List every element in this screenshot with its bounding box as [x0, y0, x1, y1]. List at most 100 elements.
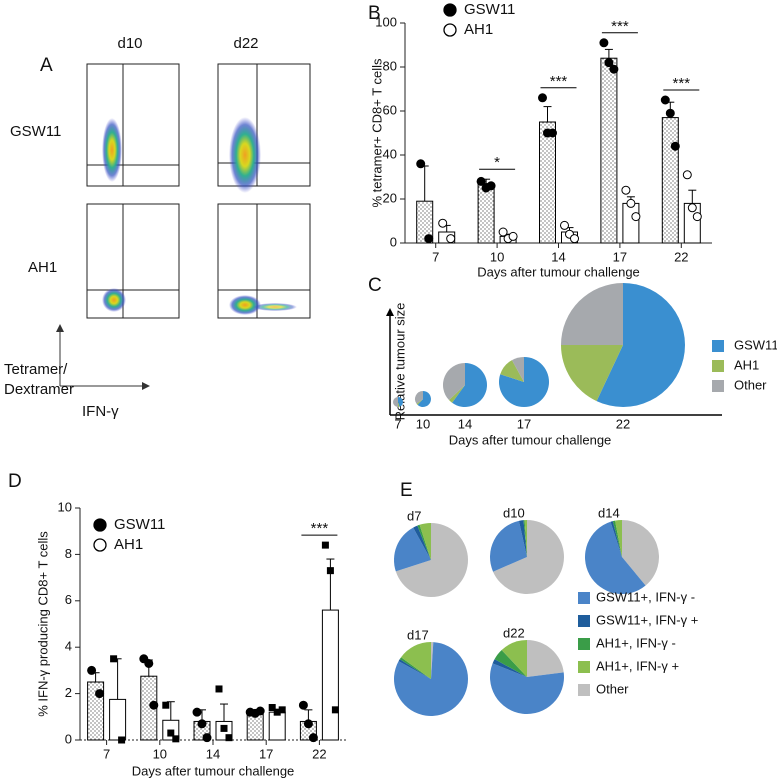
pie-slice: [452, 363, 487, 407]
legend-marker: [443, 23, 457, 37]
data-point: [95, 689, 105, 699]
pie-slice: [398, 659, 431, 679]
data-point: [326, 567, 334, 575]
pie-slice: [393, 397, 398, 407]
arrow-head: [386, 308, 394, 316]
pie-slice: [431, 642, 434, 679]
significance-label: ***: [550, 73, 568, 90]
y-tick-label: 10: [58, 499, 72, 514]
pie-slice: [612, 520, 622, 557]
x-tick-label: 14: [206, 746, 220, 761]
data-point: [225, 734, 233, 742]
legend-label: Other: [596, 681, 629, 696]
pie-slice: [561, 345, 623, 402]
cell-density: [229, 117, 261, 193]
pie-slice: [610, 521, 622, 557]
flow-plot: [86, 63, 180, 187]
data-point: [670, 141, 680, 151]
data-point: [621, 185, 631, 195]
data-point: [215, 685, 223, 693]
data-point: [486, 181, 496, 191]
y-tick-label: 8: [65, 546, 72, 561]
pie-slice: [622, 520, 660, 586]
pie-slice: [527, 640, 564, 677]
data-point: [255, 706, 265, 716]
data-point: [604, 58, 614, 68]
data-point: [172, 735, 180, 743]
data-point: [446, 234, 456, 244]
column-label: d10: [117, 35, 142, 52]
bar-chart: D 0 2 4 6 8 10 % IFN-γ producing CD8+ T cells Da…: [8, 471, 346, 778]
data-point: [416, 159, 426, 169]
y-tick-label: 80: [383, 58, 397, 73]
y-tick-label: 20: [383, 190, 397, 205]
x-tick-label: 10: [490, 249, 504, 264]
legend-label: AH1+, IFN-γ -: [596, 635, 676, 650]
y-axis-label: Tetramer/: [4, 361, 68, 378]
legend-label: AH1: [464, 21, 493, 38]
legend-marker: [443, 3, 457, 17]
pie-slice: [615, 520, 622, 557]
data-point: [548, 128, 557, 138]
panel-label: B: [368, 3, 381, 24]
pie-slice: [394, 527, 431, 572]
flow-plot: [217, 63, 311, 187]
bar: [600, 57, 618, 244]
data-point: [538, 93, 547, 103]
pie-slice: [523, 520, 527, 557]
legend-label: AH1: [114, 536, 143, 553]
pie-slice: [395, 523, 468, 598]
legend-swatch: [578, 638, 590, 650]
pie-charts: Ed7 d10 d14 d17 d22 GSW11+, IFN-γ - GSW11+, IF…: [394, 480, 698, 717]
bar-chart: B 0 20 40 60 80 100 % tetramer+ CD8+ T cells Day…: [368, 1, 712, 279]
data-point: [303, 719, 313, 729]
data-point: [202, 733, 212, 743]
data-point: [476, 176, 486, 186]
data-point: [162, 701, 170, 709]
pie-slice: [401, 642, 431, 679]
data-point: [570, 234, 579, 244]
data-point: [631, 212, 641, 222]
y-tick-label: 0: [65, 731, 72, 746]
data-point: [599, 38, 609, 48]
y-axis-label: % IFN-γ producing CD8+ T cells: [35, 531, 50, 717]
pie-label: d22: [503, 625, 525, 640]
legend-swatch: [578, 661, 590, 673]
pie-slice: [596, 283, 686, 408]
x-tick-label: 22: [674, 249, 688, 264]
data-point: [682, 170, 692, 180]
legend-marker: [93, 538, 107, 552]
pie-slice: [419, 523, 431, 560]
legend-marker: [93, 518, 107, 532]
y-tick-label: 4: [65, 639, 72, 654]
significance-label: ***: [673, 75, 691, 92]
data-point: [298, 700, 308, 710]
cell-density: [102, 288, 126, 312]
data-point: [692, 212, 702, 222]
legend-swatch: [712, 340, 724, 352]
data-point: [626, 198, 636, 208]
pie-slice: [398, 402, 400, 407]
data-point: [560, 220, 569, 230]
pie-label: d10: [503, 505, 525, 520]
x-tick-label: 17: [613, 249, 627, 264]
legend-label: GSW11: [464, 1, 515, 18]
panel-a: A d10 d22 GSW11 AH1 Tetramer/ Dextramer …: [4, 35, 311, 420]
pie-slice: [501, 640, 527, 677]
panel-label: E: [400, 480, 413, 501]
pie-label: d14: [598, 505, 620, 520]
pie-slice: [448, 385, 465, 403]
data-point: [508, 231, 518, 241]
bar: [268, 711, 286, 741]
data-point: [144, 658, 154, 668]
x-axis-label: Days after tumour challenge: [477, 264, 640, 279]
bar: [477, 183, 495, 244]
legend-swatch: [712, 380, 724, 392]
x-tick-label: 17: [259, 746, 273, 761]
y-tick-label: 40: [383, 146, 397, 161]
bubble-pie-chart: C Relative tumour size Days after tumour c…: [368, 275, 777, 447]
x-tick-label: 14: [458, 416, 472, 431]
data-point: [220, 724, 228, 732]
pie-slice: [489, 663, 564, 714]
